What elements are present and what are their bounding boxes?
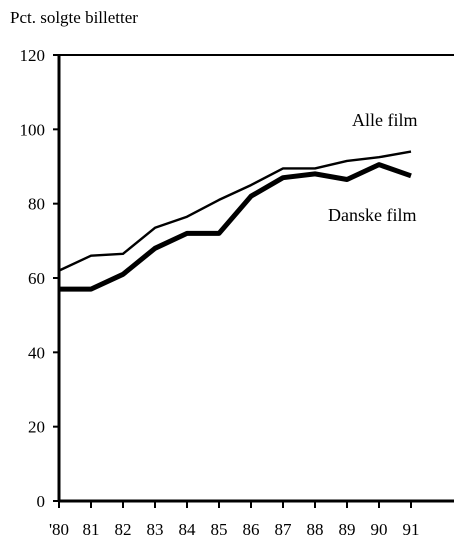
series-label: Alle film xyxy=(352,110,418,130)
y-tick-label: 0 xyxy=(37,492,46,511)
series-lines xyxy=(58,150,412,292)
x-tick-label: '80 xyxy=(49,520,69,539)
y-tick-label: 60 xyxy=(28,269,45,288)
y-tick-label: 20 xyxy=(28,418,45,437)
x-tick-label: 87 xyxy=(275,520,293,539)
y-tick-label: 100 xyxy=(20,120,46,139)
x-axis-ticks: '80 81 82 83 84 85 86 87 88 89 90 91 xyxy=(49,501,420,539)
x-tick-label: 90 xyxy=(371,520,388,539)
y-axis-title: Pct. solgte billetter xyxy=(10,8,138,27)
y-tick-label: 40 xyxy=(28,343,45,362)
series-label: Danske film xyxy=(328,205,416,225)
x-tick-label: 83 xyxy=(147,520,164,539)
y-tick-label: 80 xyxy=(28,195,45,214)
x-tick-label: 89 xyxy=(339,520,356,539)
x-tick-label: 81 xyxy=(83,520,100,539)
x-tick-label: 82 xyxy=(115,520,132,539)
x-tick-label: 88 xyxy=(307,520,324,539)
x-tick-label: 85 xyxy=(211,520,228,539)
x-tick-label: 84 xyxy=(179,520,197,539)
y-tick-label: 120 xyxy=(20,46,46,65)
series-labels: Alle film Danske film xyxy=(328,110,418,225)
series-line xyxy=(58,150,412,272)
y-axis-ticks: 0 20 40 60 80 100 120 xyxy=(20,46,59,511)
x-tick-label: 86 xyxy=(243,520,260,539)
x-tick-label: 91 xyxy=(403,520,420,539)
series-line xyxy=(59,162,412,292)
